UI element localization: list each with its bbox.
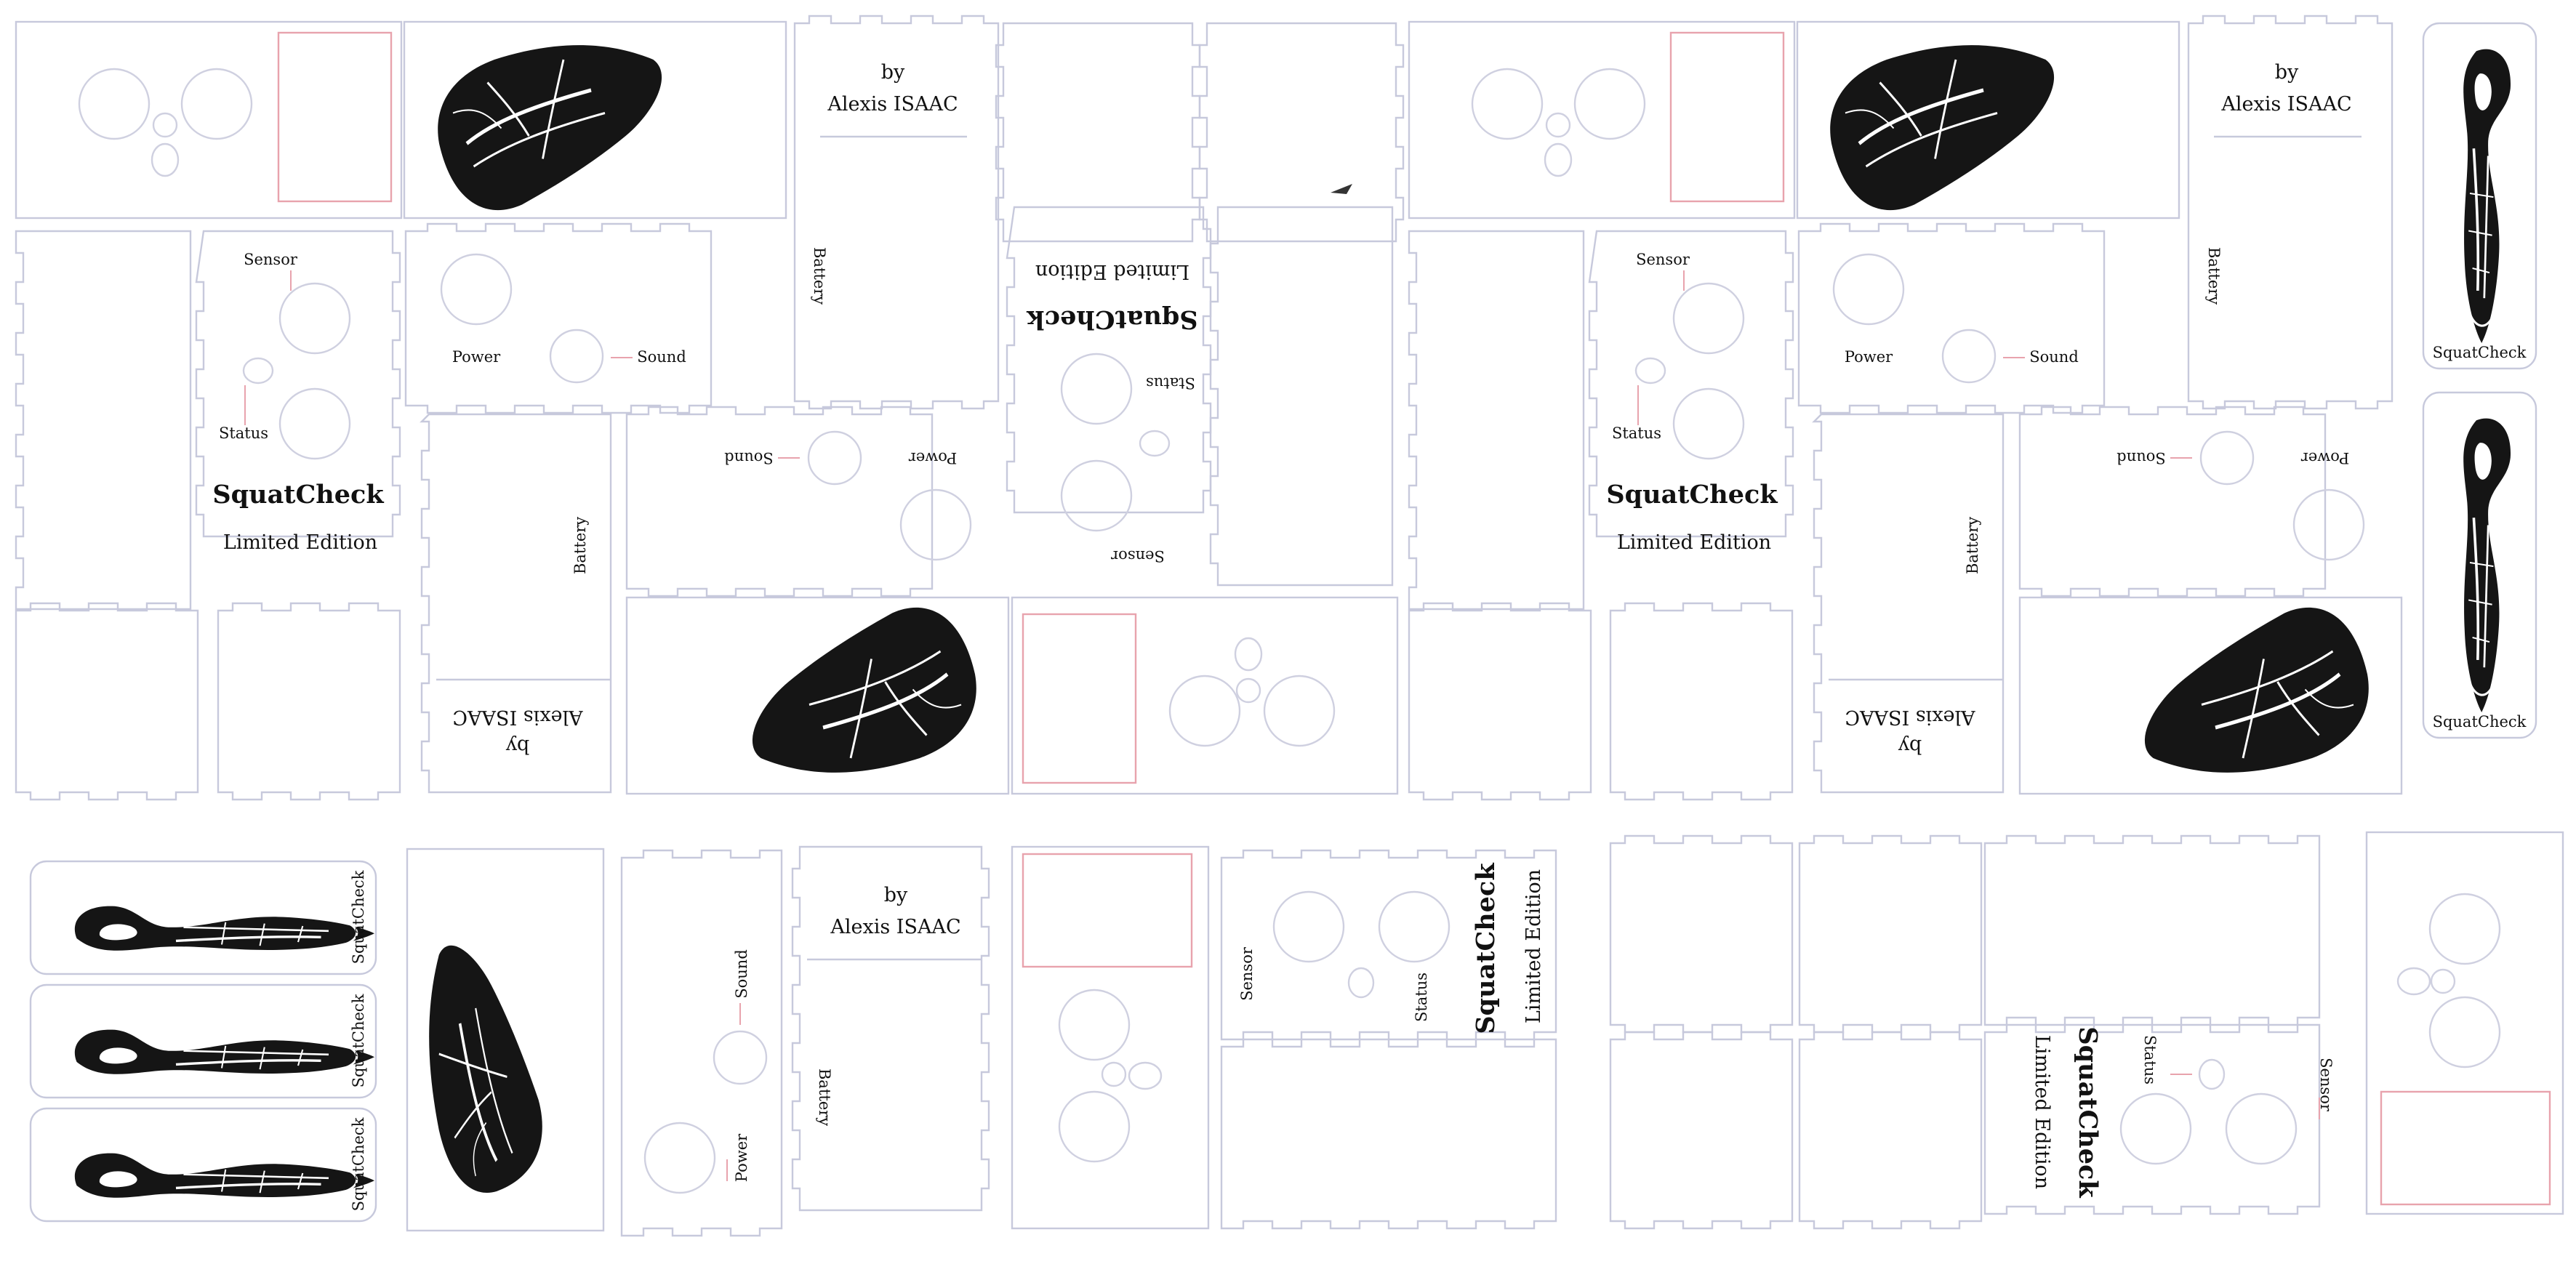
side-panel-power-sound-1: Power Sound [404, 222, 713, 414]
power-label-2: Power [1845, 348, 1893, 366]
plain-panel-11 [1609, 834, 1794, 1034]
strip-vertical-2: SquatCheck [2422, 391, 2537, 739]
illustration-plate-2 [1796, 20, 2180, 220]
power-label-inv-2: Power [2300, 449, 2349, 467]
product-title-h2: SquatCheck [2073, 1026, 2103, 1198]
by-label-inv-2: by [1898, 735, 1922, 757]
strip-title-4: SquatCheck [350, 994, 367, 1087]
edition-label-inv: Limited Edition [1035, 260, 1189, 283]
plain-panel-4 [1209, 206, 1394, 587]
sensor-label-h2: Sensor [2317, 1058, 2335, 1112]
status-label-2: Status [1612, 424, 1661, 442]
plain-panel-12 [1609, 1031, 1794, 1230]
strip-vertical-1: SquatCheck [2422, 22, 2537, 370]
sound-label-v: Sound [733, 949, 750, 999]
front-panel-sensors-2: Sensor Status SquatCheck Limited Edition [1588, 230, 1794, 554]
panel-set-left: by Alexis ISAAC Battery [15, 15, 1405, 410]
edition-label-2: Limited Edition [1617, 531, 1771, 554]
by-label-3: by [884, 884, 908, 906]
product-title-2: SquatCheck [1606, 480, 1778, 510]
illustration-plate-4 [2018, 596, 2403, 795]
product-title: SquatCheck [212, 480, 384, 510]
front-panel-sensors-inv-1: SquatCheck Limited Edition Status Sensor [1006, 206, 1212, 565]
status-label-h2: Status [2141, 1035, 2159, 1084]
plain-panel-2 [1198, 22, 1405, 243]
plain-panel-14 [1798, 1031, 1983, 1230]
power-label: Power [452, 348, 501, 366]
author-label: Alexis ISAAC [827, 93, 958, 116]
sound-label-inv: Sound [724, 449, 774, 467]
product-title-inv: SquatCheck [1027, 305, 1198, 334]
illustration-plate-3 [625, 596, 1010, 795]
sensor-label-inv: Sensor [1110, 547, 1165, 565]
top-plate-holes [15, 20, 403, 220]
author-label-2: Alexis ISAAC [2220, 93, 2351, 116]
by-label: by [881, 61, 905, 84]
side-panel-vertical-1: Sound Power [620, 849, 783, 1237]
strip-horizontal-3: SquatCheck [29, 1107, 377, 1223]
author-label-inv-2: Alexis ISAAC [1845, 706, 1975, 728]
author-label-3: Alexis ISAAC [830, 916, 960, 938]
plain-panel-6 [15, 602, 199, 801]
top-plate-holes-4 [1011, 845, 1210, 1230]
strip-horizontal-2: SquatCheck [29, 983, 377, 1099]
illustration-plate-5 [406, 848, 605, 1232]
author-panel-1: by Alexis ISAAC Battery [793, 15, 1000, 410]
status-label-h: Status [1413, 973, 1430, 1022]
top-plate-holes-3 [1011, 596, 1399, 795]
sensor-label: Sensor [244, 251, 298, 268]
battery-label: Battery [811, 247, 828, 305]
front-panel-sensors-h2: SquatCheck Limited Edition Status Sensor [1983, 1023, 2335, 1215]
panel-set-right: by Alexis ISAAC Battery [1408, 15, 2394, 410]
strip-title-5: SquatCheck [350, 1117, 367, 1211]
plain-panel-7 [217, 602, 401, 801]
power-label-inv: Power [908, 449, 957, 467]
edition-label-h: Limited Edition [1522, 869, 1545, 1023]
battery-label-2: Battery [2205, 247, 2223, 305]
edition-label-h2: Limited Edition [2031, 1035, 2053, 1189]
front-panel-sensors-1: Sensor Status SquatCheck Limited Edition [195, 230, 401, 554]
sound-label-2: Sound [2029, 348, 2079, 366]
top-plate-holes-5 [2365, 831, 2564, 1215]
battery-label-3: Battery [816, 1068, 833, 1126]
sensor-label-h: Sensor [1238, 946, 1256, 1001]
illustration-plate-1 [403, 20, 787, 220]
author-panel-2: by Alexis ISAAC Battery [2187, 15, 2394, 410]
plain-panel-3 [15, 230, 192, 611]
plain-panel-15 [1983, 834, 2321, 1026]
side-panel-power-sound-2: Power Sound [1797, 222, 2106, 414]
plain-panel-9 [1609, 602, 1794, 801]
plain-panel-1 [995, 22, 1201, 243]
front-panel-sensors-h: Sensor Status SquatCheck Limited Edition [1220, 849, 1557, 1041]
strip-title-3: SquatCheck [350, 870, 367, 964]
plain-panel-10 [1220, 1038, 1557, 1230]
author-panel-inv-1: Battery Alexis ISAAC by [420, 413, 612, 794]
battery-label-inv: Battery [571, 517, 589, 574]
side-panel-power-sound-1b: Sound Power [625, 406, 972, 597]
plain-panel-8 [1408, 602, 1592, 801]
sound-label-inv-2: Sound [2116, 449, 2166, 467]
plain-panel-13 [1798, 834, 1983, 1034]
author-panel-3: by Alexis ISAAC Battery [791, 845, 990, 1212]
by-label-2: by [2275, 61, 2299, 84]
sound-label: Sound [637, 348, 686, 366]
status-label-inv: Status [1146, 374, 1195, 392]
sensor-label-2: Sensor [1636, 251, 1690, 268]
edition-label: Limited Edition [223, 531, 377, 554]
strip-title-2: SquatCheck [2433, 713, 2527, 730]
by-label-inv: by [505, 735, 529, 757]
plain-panel-5 [1408, 230, 1585, 611]
battery-label-inv-2: Battery [1964, 517, 1981, 574]
strip-horizontal-1: SquatCheck [29, 860, 377, 975]
strip-title-1: SquatCheck [2433, 344, 2527, 361]
top-plate-holes-2 [1408, 20, 1796, 220]
product-title-h: SquatCheck [1471, 863, 1501, 1034]
status-label: Status [219, 424, 268, 442]
power-label-v: Power [733, 1133, 750, 1182]
side-panel-power-sound-2b: Sound Power [2018, 406, 2365, 597]
author-label-inv: Alexis ISAAC [452, 706, 583, 728]
author-panel-inv-2: Battery Alexis ISAAC by [1812, 413, 2005, 794]
